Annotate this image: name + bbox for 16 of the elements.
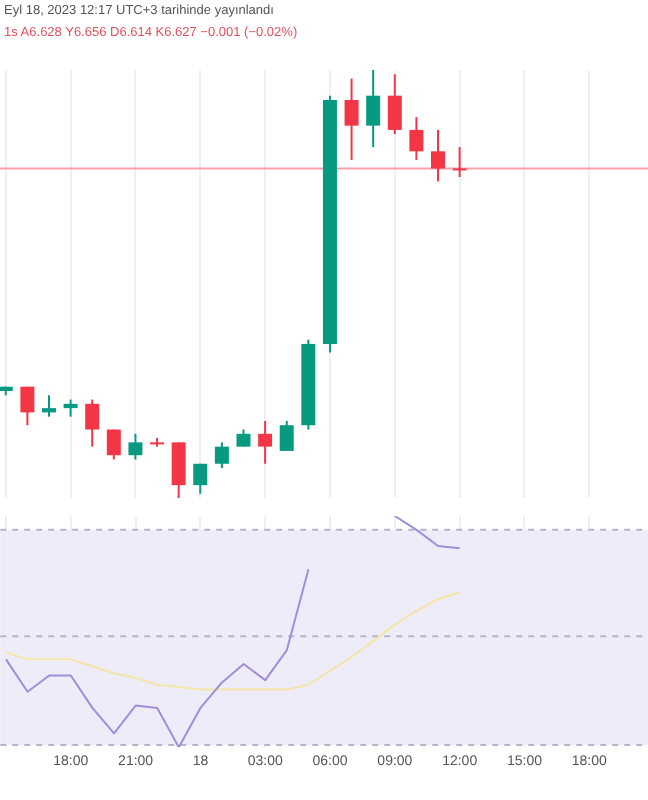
candlestick [171, 441, 186, 499]
candlestick [344, 77, 359, 161]
candlestick [387, 73, 402, 136]
candlestick [431, 128, 445, 183]
candlestick [366, 69, 381, 149]
candlestick [20, 385, 35, 427]
candlestick [452, 146, 467, 178]
candlestick [214, 441, 229, 470]
candlestick [258, 419, 273, 465]
candlestick [106, 428, 121, 461]
candlestick [128, 432, 143, 461]
candlestick [41, 394, 56, 418]
candlestick [85, 398, 100, 448]
candlestick [279, 419, 294, 452]
candlestick [409, 116, 424, 161]
candlestick [193, 462, 208, 495]
